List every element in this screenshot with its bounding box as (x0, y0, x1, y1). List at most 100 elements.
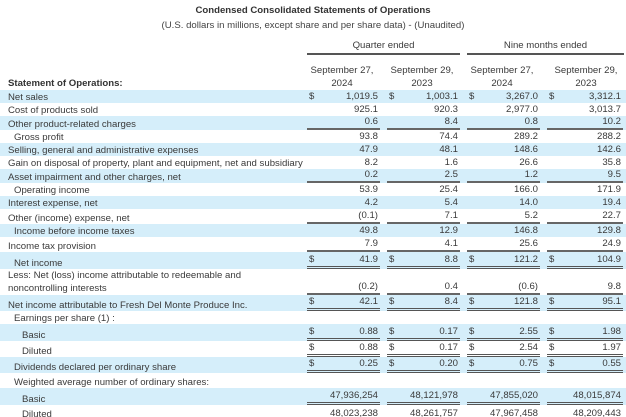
cell-value: 5.2 (524, 210, 538, 221)
currency-symbol: $ (469, 358, 475, 369)
cell-value: 142.6 (596, 144, 621, 155)
table-row: Interest expense, net 4.2 5.4 14.0 19.4 (0, 196, 626, 209)
cell-value: 47,855,020 (489, 390, 538, 401)
row-label: Operating income (14, 185, 90, 196)
currency-symbol: $ (309, 254, 315, 265)
currency-symbol (547, 238, 549, 249)
currency-symbol (307, 131, 309, 142)
currency-symbol (467, 408, 469, 417)
row-label: Interest expense, net (8, 198, 98, 209)
cell-value: 0.55 (602, 358, 621, 369)
cell-value: 74.4 (439, 131, 458, 142)
table-row: Diluted 48,023,238 48,261,757 47,967,458 48,… (0, 405, 626, 417)
cell-value: 1,019.5 (345, 91, 378, 102)
currency-symbol (467, 144, 469, 155)
currency-symbol (547, 408, 549, 417)
cell-value: 48,015,874 (572, 390, 621, 401)
cell-value: 8.8 (444, 254, 458, 265)
cell-value: 925.1 (353, 104, 378, 115)
table-row: Weighted average number of ordinary shar… (0, 373, 626, 388)
cell-value: 148.6 (513, 144, 538, 155)
currency-symbol: $ (309, 342, 315, 353)
row-label: Diluted (22, 409, 52, 417)
currency-symbol: $ (469, 91, 475, 102)
currency-symbol (467, 157, 469, 168)
currency-symbol: $ (549, 91, 555, 102)
currency-symbol (307, 116, 309, 127)
row-label: Income tax provision (8, 241, 96, 252)
cell-value: 0.20 (439, 358, 458, 369)
section-label: Statement of Operations: (8, 78, 123, 89)
currency-symbol (387, 408, 389, 417)
currency-symbol (307, 184, 309, 195)
table-row: Income before income taxes 49.8 12.9 146.8 1… (0, 224, 626, 237)
cell-value: 0.88 (359, 326, 378, 337)
currency-symbol (307, 225, 309, 236)
currency-symbol: $ (549, 254, 555, 265)
cell-value: 95.1 (602, 296, 621, 307)
cell-value: 41.9 (359, 254, 378, 265)
table-row: Income tax provision 7.9 4.1 25.6 24.9 (0, 237, 626, 252)
statement-title: Condensed Consolidated Statements of Ope… (195, 5, 431, 16)
cell-value: 9.5 (607, 169, 621, 180)
currency-symbol (387, 169, 389, 180)
cell-value: 0.6 (364, 116, 378, 127)
currency-symbol (547, 131, 549, 142)
currency-symbol: $ (549, 342, 555, 353)
cell-value: 0.17 (439, 342, 458, 353)
currency-symbol (547, 281, 549, 292)
currency-symbol (387, 238, 389, 249)
cell-value: 93.8 (359, 131, 378, 142)
cell-value: 35.8 (602, 157, 621, 168)
table-row: Dividends declared per ordinary share $0.… (0, 357, 626, 373)
cell-value: 22.7 (602, 210, 621, 221)
table-row: Gain on disposal of property, plant and … (0, 156, 626, 169)
cell-value: 0.2 (364, 169, 378, 180)
table-row: Less: Net (loss) income attributable to … (0, 269, 626, 295)
cell-value: 0.75 (519, 358, 538, 369)
table-row: Other product-related charges 0.6 8.4 0.8 10… (0, 116, 626, 130)
currency-symbol (307, 390, 309, 401)
row-label: Gain on disposal of property, plant and … (8, 158, 303, 169)
currency-symbol (547, 197, 549, 208)
currency-symbol (307, 281, 309, 292)
divider (467, 53, 624, 55)
row-label: Dividends declared per ordinary share (14, 362, 177, 373)
currency-symbol: $ (309, 358, 315, 369)
column-header: September 29, 2023 (390, 65, 454, 89)
cell-value: 104.9 (596, 254, 621, 265)
cell-value: 146.8 (513, 225, 538, 236)
cell-value: 10.2 (602, 116, 621, 127)
currency-symbol (467, 131, 469, 142)
currency-symbol (547, 157, 549, 168)
row-label: Net sales (8, 92, 48, 103)
currency-symbol (387, 225, 389, 236)
table-row: Basic 47,936,254 48,121,978 47,855,020 48,01… (0, 388, 626, 405)
cell-value: 4.2 (364, 197, 378, 208)
currency-symbol (467, 281, 469, 292)
currency-symbol: $ (549, 326, 555, 337)
currency-symbol (387, 157, 389, 168)
currency-symbol: $ (469, 326, 475, 337)
cell-value: 48.1 (439, 144, 458, 155)
cell-value: 288.2 (596, 131, 621, 142)
cell-value: 2.5 (444, 169, 458, 180)
currency-symbol: $ (309, 296, 315, 307)
cell-value: 3,312.1 (588, 91, 621, 102)
column-header: September 27, 2024 (310, 65, 374, 89)
cell-value: 25.6 (519, 238, 538, 249)
cell-value: 7.1 (444, 210, 458, 221)
currency-symbol: $ (389, 296, 395, 307)
row-label: Net income attributable to Fresh Del Mon… (8, 300, 248, 311)
cell-value: 2.54 (519, 342, 538, 353)
cell-value: 47,967,458 (489, 408, 538, 417)
currency-symbol: $ (549, 296, 555, 307)
cell-value: 14.0 (519, 197, 538, 208)
row-label: Selling, general and administrative expe… (8, 145, 199, 156)
currency-symbol (387, 197, 389, 208)
table-row: Cost of products sold 925.1 920.3 2,977.0 3,… (0, 103, 626, 116)
cell-value: 121.2 (513, 254, 538, 265)
cell-value: 121.8 (513, 296, 538, 307)
currency-symbol (547, 210, 549, 221)
